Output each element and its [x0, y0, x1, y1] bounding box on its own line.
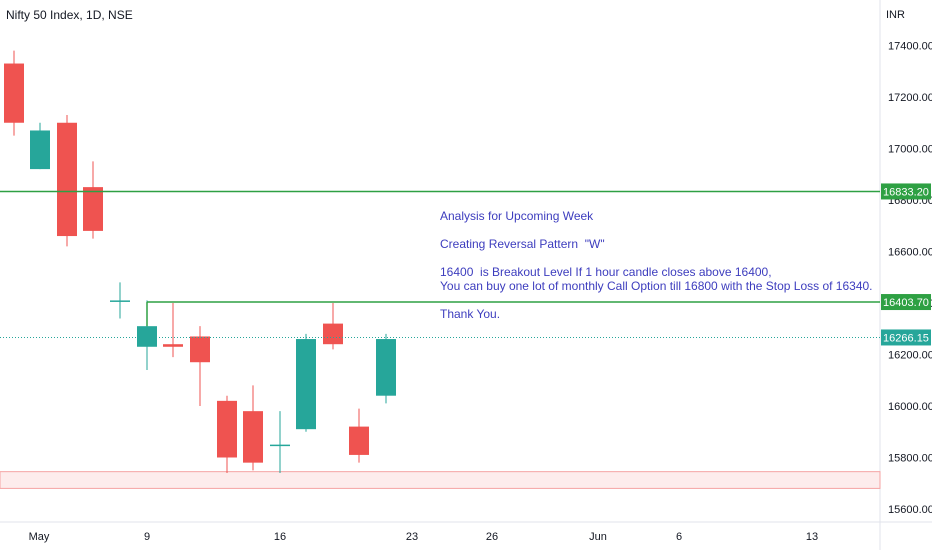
annotation-line: Analysis for Upcoming Week	[440, 209, 594, 223]
annotation-line: 16400 is Breakout Level If 1 hour candle…	[440, 265, 772, 279]
level-price-tag	[881, 294, 931, 311]
candle	[243, 385, 263, 471]
candle	[30, 122, 50, 170]
candle	[376, 333, 396, 404]
candle-body	[243, 411, 263, 463]
candle	[83, 161, 103, 239]
chart-title: Nifty 50 Index, 1D, NSE	[6, 8, 133, 22]
candle-body	[349, 426, 369, 455]
y-tick-label: 17200.00	[888, 92, 932, 104]
candle-body	[4, 63, 24, 123]
last-price-tag	[881, 329, 931, 346]
candle-body	[217, 400, 237, 458]
annotation-line: Thank You.	[440, 307, 501, 321]
candle	[296, 333, 316, 432]
candle	[4, 50, 24, 136]
candle	[323, 303, 343, 350]
candle-body	[57, 122, 77, 237]
candle-body	[190, 336, 210, 363]
last-price-label: 16266.15	[883, 332, 929, 344]
x-tick-label: 6	[676, 531, 682, 543]
candle-body	[270, 444, 290, 447]
candle-body	[323, 323, 343, 345]
candle	[270, 411, 290, 473]
level-price-label: 16833.20	[883, 186, 929, 198]
candle-body	[110, 300, 130, 302]
candle	[110, 282, 130, 319]
candle	[217, 395, 237, 473]
annotation-line: You can buy one lot of monthly Call Opti…	[440, 279, 873, 293]
y-tick-label: 17000.00	[888, 144, 932, 156]
candle-body	[376, 339, 396, 396]
candle-body	[30, 130, 50, 170]
candle	[190, 326, 210, 406]
support-zone	[0, 471, 881, 489]
y-tick-label: 15600.00	[888, 504, 932, 516]
level-price-label: 16403.70	[883, 297, 929, 309]
candle-body	[296, 339, 316, 430]
y-tick-label: 16200.00	[888, 350, 932, 362]
candle-body	[163, 344, 183, 347]
x-tick-label: Jun	[589, 531, 607, 543]
x-tick-label: 16	[274, 531, 286, 543]
x-tick-label: 23	[406, 531, 418, 543]
annotation-line: Creating Reversal Pattern "W"	[440, 237, 605, 251]
candle	[57, 115, 77, 247]
level-price-tag	[881, 183, 931, 200]
candle	[349, 408, 369, 463]
x-tick-label: 13	[806, 531, 818, 543]
y-tick-label: 16000.00	[888, 401, 932, 413]
x-tick-label: 26	[486, 531, 498, 543]
candle-body	[137, 326, 157, 347]
currency-label: INR	[886, 9, 905, 21]
y-tick-label: 15800.00	[888, 453, 932, 465]
y-tick-label: 17400.00	[888, 41, 932, 53]
y-tick-label: 16600.00	[888, 247, 932, 259]
x-tick-label: May	[29, 531, 50, 543]
candle-body	[83, 187, 103, 231]
candle	[163, 303, 183, 358]
x-tick-label: 9	[144, 531, 150, 543]
